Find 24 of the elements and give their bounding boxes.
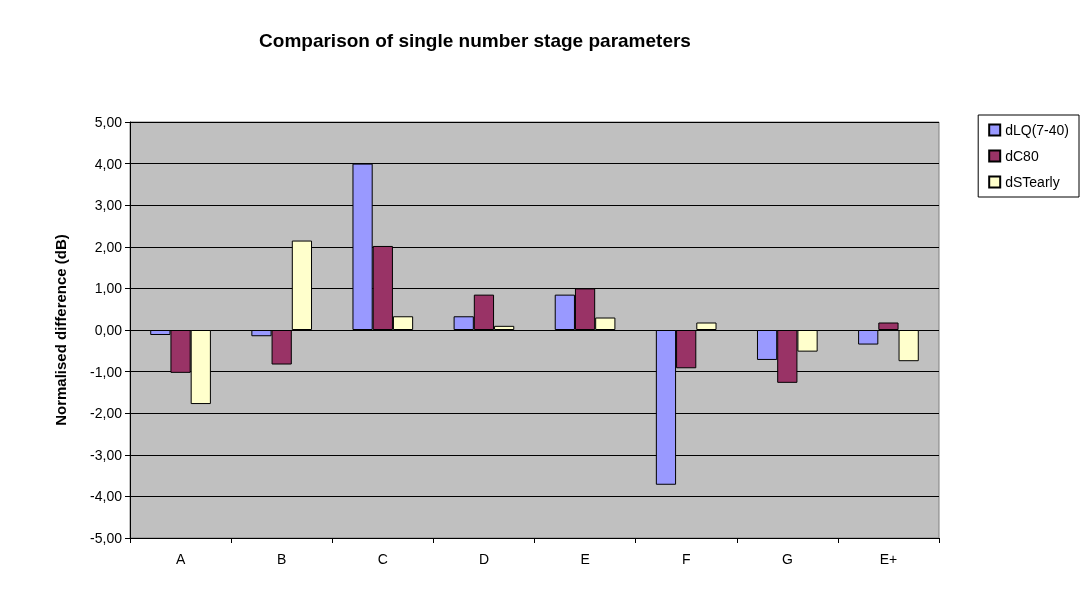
y-tick-label: 2,00 xyxy=(94,238,123,255)
y-tick-label: 5,00 xyxy=(94,114,123,130)
x-tick-label: C xyxy=(377,551,388,567)
y-tick-label: 0,00 xyxy=(94,322,123,338)
x-tick-label: E xyxy=(580,551,590,567)
x-tick-label: E+ xyxy=(879,551,898,567)
chart-title: Comparison of single number stage parameters xyxy=(259,30,691,51)
x-tick-label: G xyxy=(781,551,793,567)
y-tick-label: -5,00 xyxy=(90,530,123,546)
x-tick-label: B xyxy=(277,551,287,567)
legend-label: dLQ(7-40) xyxy=(1005,122,1070,138)
y-tick-label: 1,00 xyxy=(94,280,123,297)
x-tick-label: A xyxy=(175,551,186,567)
y-tick-label: 3,00 xyxy=(94,197,123,214)
x-tick-label: F xyxy=(681,551,691,567)
y-tick-label: -3,00 xyxy=(90,446,123,463)
y-tick-label: 4,00 xyxy=(94,155,123,172)
legend-label: dC80 xyxy=(1005,148,1039,164)
x-tick-label: D xyxy=(478,551,489,567)
y-tick-label: -4,00 xyxy=(90,488,123,505)
legend-label: dSTearly xyxy=(1005,174,1060,190)
y-axis-title: Normalised difference (dB) xyxy=(52,234,69,426)
y-tick-label: -2,00 xyxy=(90,405,123,422)
y-tick-label: -1,00 xyxy=(90,363,123,380)
